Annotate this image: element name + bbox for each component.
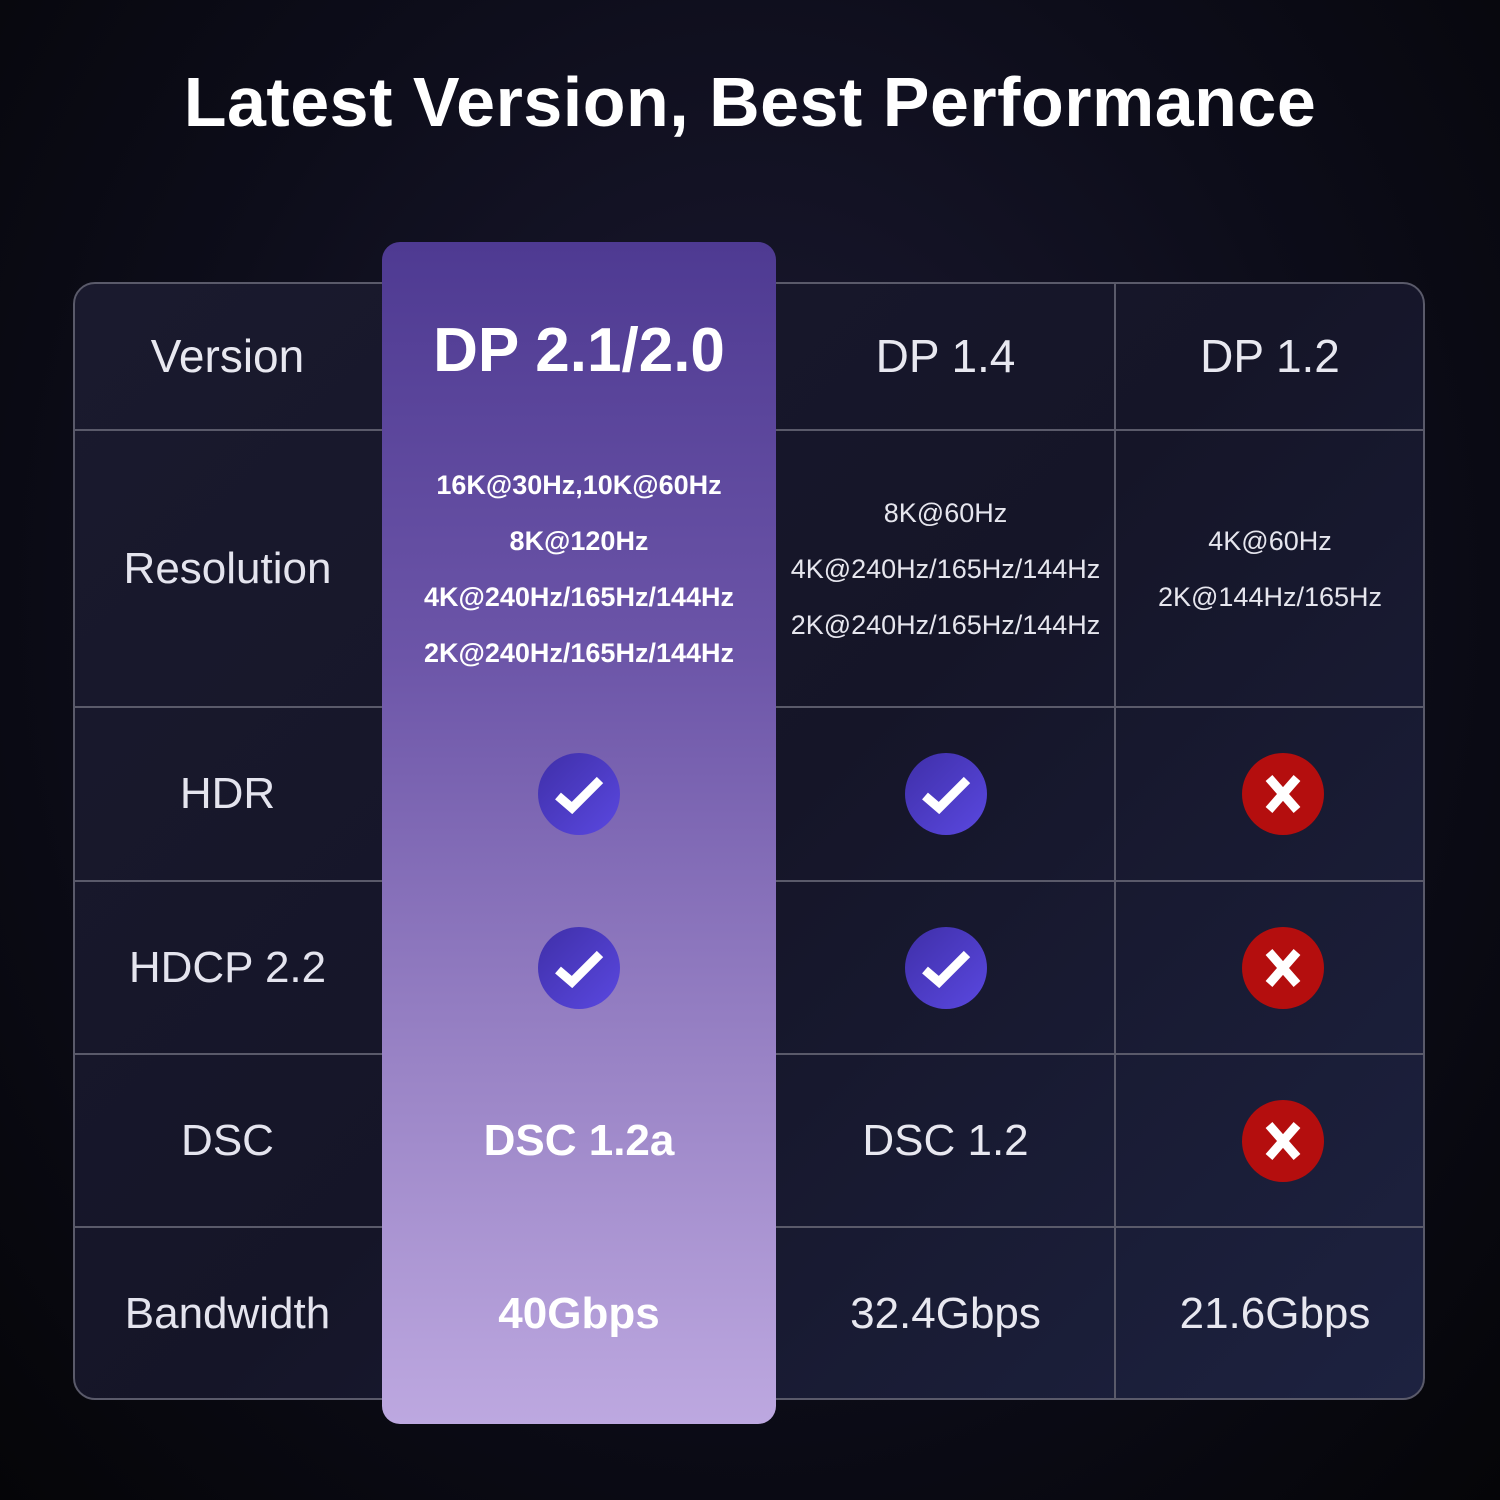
page-title: Latest Version, Best Performance — [183, 63, 1317, 141]
hdcp-dp12 — [1115, 881, 1450, 1054]
dsc-dp14: DSC 1.2 — [862, 1115, 1029, 1165]
bandwidth-dp12: 21.6Gbps — [1179, 1288, 1371, 1338]
resolution-dp14: 8K@60Hz 4K@240Hz/165Hz/144Hz 2K@240Hz/16… — [776, 430, 1115, 707]
resolution-dp21: 16K@30Hz,10K@60Hz 8K@120Hz 4K@240Hz/165H… — [382, 430, 776, 707]
check-icon — [904, 753, 987, 835]
resolution-line: 4K@240Hz/165Hz/144Hz — [424, 581, 734, 612]
resolution-line: 4K@240Hz/165Hz/144Hz — [790, 553, 1101, 584]
hdr-dp12 — [1115, 707, 1450, 881]
resolution-line: 4K@60Hz — [1208, 525, 1332, 556]
header-version: Version — [150, 330, 305, 382]
check-icon — [904, 926, 987, 1009]
header-dp14: DP 1.4 — [875, 330, 1016, 382]
cross-icon — [1241, 753, 1324, 835]
hdcp-dp21 — [382, 881, 776, 1054]
row-label-hdr: HDR — [179, 769, 276, 818]
dsc-dp12 — [1115, 1054, 1450, 1227]
resolution-line: 2K@144Hz/165Hz — [1157, 581, 1383, 612]
check-icon — [538, 753, 620, 835]
resolution-line: 8K@60Hz — [883, 497, 1008, 528]
resolution-line: 2K@240Hz/165Hz/144Hz — [424, 637, 734, 668]
header-dp21: DP 2.1/2.0 — [433, 315, 725, 385]
dsc-dp21: DSC 1.2a — [483, 1115, 675, 1165]
hdr-dp14 — [776, 707, 1115, 881]
check-icon — [538, 926, 620, 1009]
bandwidth-dp21: 40Gbps — [498, 1288, 660, 1338]
row-label-bandwidth: Bandwidth — [124, 1288, 331, 1338]
cross-icon — [1241, 926, 1324, 1009]
resolution-line: 2K@240Hz/165Hz/144Hz — [790, 609, 1101, 640]
bandwidth-dp14: 32.4Gbps — [850, 1288, 1041, 1338]
cross-icon — [1241, 1099, 1324, 1182]
resolution-line: 16K@30Hz,10K@60Hz — [436, 469, 722, 500]
divider — [1114, 282, 1116, 1400]
row-label-dsc: DSC — [181, 1115, 274, 1165]
header-dp12: DP 1.2 — [1200, 330, 1340, 382]
hdr-dp21 — [382, 707, 776, 881]
row-label-hdcp: HDCP 2.2 — [128, 942, 327, 992]
hdcp-dp14 — [776, 881, 1115, 1054]
resolution-dp12: 4K@60Hz 2K@144Hz/165Hz — [1115, 430, 1425, 707]
row-label-resolution: Resolution — [123, 543, 332, 593]
resolution-line: 8K@120Hz — [509, 525, 649, 556]
